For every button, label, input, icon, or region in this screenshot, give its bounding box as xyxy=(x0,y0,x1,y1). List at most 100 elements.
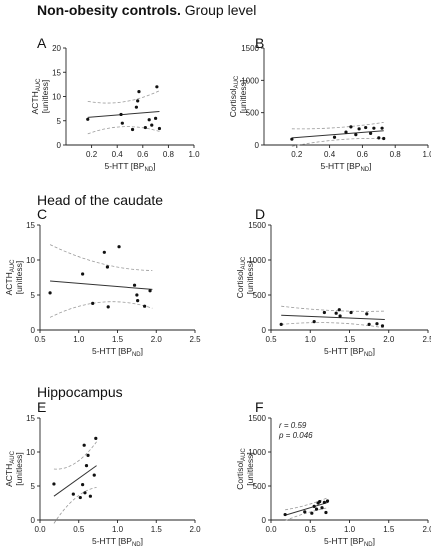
chart-c-point xyxy=(148,289,152,293)
chart-e-point xyxy=(52,482,56,486)
chart-d-ci-upper xyxy=(281,305,385,312)
chart-a-xtick-label: 0.6 xyxy=(137,150,149,159)
chart-b-ytick-label: 1000 xyxy=(241,76,259,85)
chart-a-ytick-label: 10 xyxy=(52,93,61,102)
chart-f-ci-upper xyxy=(285,497,329,511)
chart-e-point xyxy=(82,443,86,447)
chart-b-xtick-label: 0.8 xyxy=(390,150,402,159)
chart-c-ylabel-unit: [unitless] xyxy=(14,261,24,295)
chart-d-ylabel: CortisolAUC xyxy=(235,256,247,298)
chart-f-xtick-label: 1.5 xyxy=(383,525,395,534)
chart-e-ylabel-unit: [unitless] xyxy=(14,452,24,486)
chart-a-letter: A xyxy=(37,35,47,51)
chart-b-point xyxy=(364,125,368,130)
chart-d-point xyxy=(365,312,369,316)
chart-b-ytick-label: 500 xyxy=(246,109,260,118)
chart-a-xtick-label: 0.2 xyxy=(86,150,98,159)
chart-c-fit-line xyxy=(50,280,153,290)
chart-d-panel: D 0 500 1000 1500 0.5 1.0 1.5 2.0 2.5 5-HTT [BPND]… xyxy=(235,206,431,358)
chart-d-point xyxy=(322,310,326,315)
chart-e-ylabel: ACTHAUC xyxy=(4,450,16,486)
chart-c-xtick-label: 2.0 xyxy=(151,335,163,344)
chart-a-point xyxy=(86,117,90,121)
chart-d-xtick-label: 2.5 xyxy=(422,335,431,344)
chart-f-ytick-label: 1500 xyxy=(248,414,266,423)
chart-e-xtick-label: 0.5 xyxy=(73,525,85,534)
chart-b-panel: B 0 500 1000 1500 0.2 0.4 0.6 0.8 1.0 5-HTT [BPND]… xyxy=(228,35,431,173)
section-header-caudate: Head of the caudate xyxy=(37,192,163,208)
chart-c-point xyxy=(135,293,139,297)
chart-d-fit-line xyxy=(281,314,385,320)
chart-f-point xyxy=(283,512,287,517)
chart-a-ytick-label: 5 xyxy=(57,117,62,126)
chart-b-point xyxy=(290,137,294,141)
chart-a-point xyxy=(119,112,123,117)
chart-f-point xyxy=(324,510,328,515)
chart-f-xtick-label: 0.0 xyxy=(265,525,277,534)
chart-e-point xyxy=(78,495,82,500)
chart-e-ytick-label: 5 xyxy=(31,482,36,491)
chart-e-ytick-label: 10 xyxy=(26,448,35,457)
chart-b-ci-upper xyxy=(291,121,384,130)
chart-a-ci-upper xyxy=(87,90,160,104)
chart-f-annotation: p = 0.046 xyxy=(278,431,313,440)
chart-c-point xyxy=(105,265,110,269)
chart-f-point xyxy=(303,510,307,514)
chart-c-xtick-label: 1.5 xyxy=(112,335,124,344)
chart-b-ci-lower xyxy=(291,137,384,147)
chart-d-point xyxy=(334,311,338,315)
chart-d-point xyxy=(279,322,283,326)
chart-c-point xyxy=(102,250,106,254)
chart-d-point xyxy=(380,324,385,328)
chart-a-point xyxy=(147,118,151,122)
header-bold: Non-obesity controls. xyxy=(37,2,181,18)
chart-a-point xyxy=(120,121,124,125)
header-rest: Group level xyxy=(181,2,256,18)
chart-f-xtick-label: 0.5 xyxy=(305,525,317,534)
chart-a-ytick-label: 20 xyxy=(52,44,61,53)
chart-a-xtick-label: 0.8 xyxy=(163,150,175,159)
chart-f-panel: F 0 500 1000 1500 0.0 0.5 1.0 1.5 2.0 5-HTT [BPND]… xyxy=(235,399,431,548)
chart-d-ci-lower xyxy=(281,322,385,329)
chart-d-xtick-label: 1.0 xyxy=(305,335,317,344)
chart-f-ytick-label: 500 xyxy=(253,482,267,491)
chart-b-letter: B xyxy=(255,35,264,51)
chart-a-point xyxy=(155,85,159,89)
chart-c-point xyxy=(136,299,140,303)
chart-f-fit-line xyxy=(284,501,329,516)
chart-c-xtick-label: 2.5 xyxy=(189,335,201,344)
chart-e-xtick-label: 1.5 xyxy=(151,525,163,534)
chart-a-fit-line xyxy=(87,111,160,118)
chart-b-xtick-label: 0.2 xyxy=(291,150,303,159)
chart-a-ci-lower xyxy=(87,126,160,135)
chart-c-panel: C 0 5 10 15 0.5 1.0 1.5 2.0 2.5 5-HTT [BPND] ACTHAU… xyxy=(4,206,201,358)
chart-e-xtick-label: 0.0 xyxy=(34,525,46,534)
chart-c-point xyxy=(106,305,110,309)
chart-d-point xyxy=(312,320,316,324)
chart-e-fit-line xyxy=(53,465,97,497)
chart-f-ytick-label: 0 xyxy=(262,516,267,525)
chart-f-point xyxy=(320,506,324,510)
chart-e-point xyxy=(94,436,98,440)
chart-d-ylabel-unit: [unitless] xyxy=(245,261,255,295)
chart-f-point xyxy=(322,500,326,504)
chart-e-point xyxy=(71,492,75,496)
chart-b-point xyxy=(357,127,361,131)
chart-c-point xyxy=(91,301,95,305)
chart-c-ci-upper xyxy=(49,244,153,271)
chart-b-xtick-label: 1.0 xyxy=(422,150,431,159)
chart-b-point xyxy=(377,136,381,140)
chart-f-point xyxy=(318,500,322,504)
chart-f-ylabel-unit: [unitless] xyxy=(245,452,255,486)
chart-a-point xyxy=(130,127,135,132)
chart-c-point xyxy=(81,272,85,276)
chart-f-point xyxy=(310,511,314,515)
chart-c-point xyxy=(143,304,147,308)
chart-c-ytick-label: 0 xyxy=(31,326,36,335)
chart-e-xlabel: 5-HTT [BPND] xyxy=(92,536,143,548)
chart-f-xtick-label: 2.0 xyxy=(422,525,431,534)
chart-a-point xyxy=(157,126,162,131)
figure-header: Non-obesity controls. Group level xyxy=(37,2,256,18)
chart-a-ytick-label: 15 xyxy=(52,68,61,77)
chart-f-annotation: r = 0.59 xyxy=(279,421,307,430)
